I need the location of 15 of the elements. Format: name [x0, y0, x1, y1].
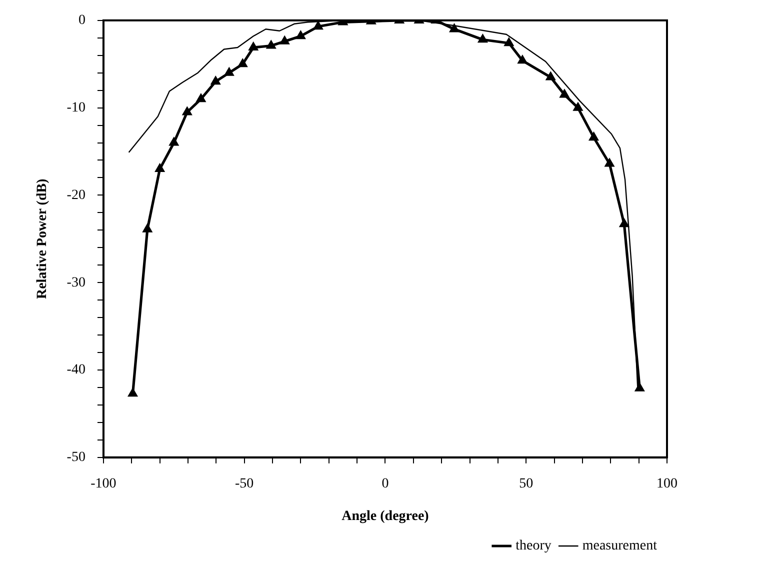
y-tick-label: -10 [66, 100, 86, 116]
y-tick-label: -40 [66, 362, 86, 378]
y-tick-label: -50 [66, 450, 86, 466]
y-axis-title: Relative Power (dB) [35, 178, 50, 300]
legend-label: measurement [582, 538, 658, 554]
y-tick-label: 0 [78, 13, 86, 28]
x-tick-label: 50 [519, 476, 534, 492]
y-tick-label: -30 [66, 275, 86, 290]
legend-label: theory [516, 538, 552, 554]
x-tick-label: -100 [90, 476, 116, 492]
x-tick-label: -50 [235, 476, 254, 492]
x-tick-label: 0 [382, 476, 389, 492]
x-tick-label: 100 [656, 476, 678, 492]
x-axis-title: Angle (degree) [342, 509, 430, 524]
y-tick-label: -20 [66, 188, 86, 203]
